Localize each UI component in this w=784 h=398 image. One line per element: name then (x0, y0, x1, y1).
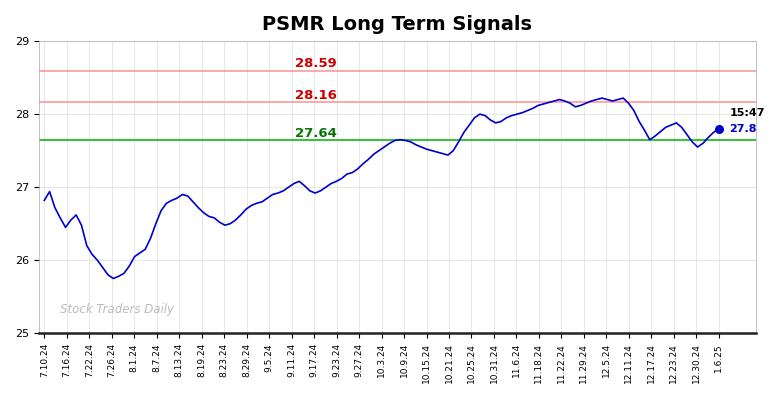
Text: 27.64: 27.64 (296, 127, 337, 140)
Text: 28.16: 28.16 (296, 89, 337, 102)
Point (713, 126, 725, 132)
Title: PSMR Long Term Signals: PSMR Long Term Signals (263, 15, 532, 34)
Text: Stock Traders Daily: Stock Traders Daily (60, 303, 175, 316)
Text: 28.59: 28.59 (296, 57, 337, 70)
Text: 27.8: 27.8 (729, 125, 757, 135)
Text: 15:47: 15:47 (729, 107, 765, 118)
